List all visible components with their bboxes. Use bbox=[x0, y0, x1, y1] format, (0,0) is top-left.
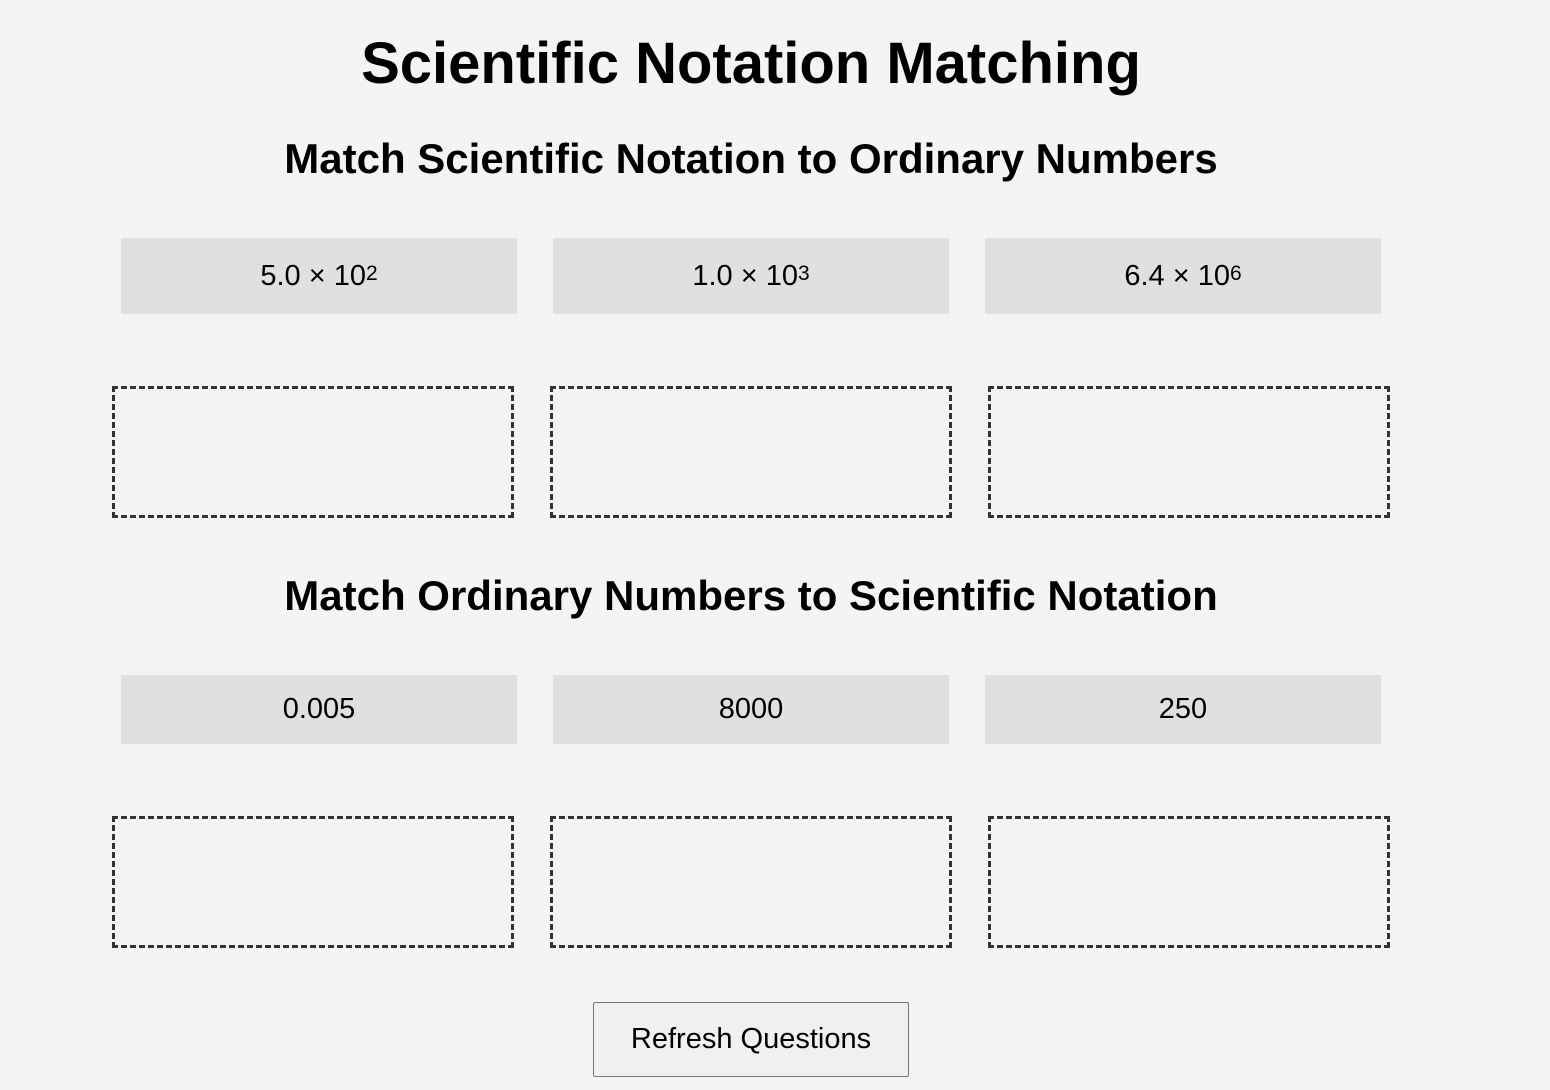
drop-zone-5[interactable] bbox=[550, 816, 952, 948]
drop-zone-4[interactable] bbox=[112, 816, 514, 948]
ordinary-card-1[interactable]: 0.005 bbox=[121, 675, 517, 744]
notation-card-2-exponent: 3 bbox=[797, 262, 810, 285]
notation-card-2[interactable]: 1.0 × 10 3 bbox=[553, 238, 949, 314]
drop-zone-1[interactable] bbox=[112, 386, 514, 518]
drop-zone-3[interactable] bbox=[988, 386, 1390, 518]
ordinary-card-3[interactable]: 250 bbox=[985, 675, 1381, 744]
drop-zone-6[interactable] bbox=[988, 816, 1390, 948]
section-heading-scientific-to-ordinary: Match Scientific Notation to Ordinary Nu… bbox=[284, 135, 1218, 182]
refresh-questions-button[interactable]: Refresh Questions bbox=[593, 1002, 909, 1077]
notation-card-3[interactable]: 6.4 × 10 6 bbox=[985, 238, 1381, 314]
section-heading-ordinary-to-scientific: Match Ordinary Numbers to Scientific Not… bbox=[284, 572, 1218, 619]
drop-zone-2[interactable] bbox=[550, 386, 952, 518]
notation-card-1-base: 5.0 × 10 bbox=[260, 259, 366, 292]
notation-card-1[interactable]: 5.0 × 10 2 bbox=[121, 238, 517, 314]
ordinary-card-2[interactable]: 8000 bbox=[553, 675, 949, 744]
page-title: Scientific Notation Matching bbox=[361, 31, 1141, 96]
notation-card-1-exponent: 2 bbox=[365, 262, 378, 285]
notation-card-3-exponent: 6 bbox=[1229, 262, 1242, 285]
notation-card-2-base: 1.0 × 10 bbox=[692, 259, 798, 292]
notation-card-3-base: 6.4 × 10 bbox=[1124, 259, 1230, 292]
